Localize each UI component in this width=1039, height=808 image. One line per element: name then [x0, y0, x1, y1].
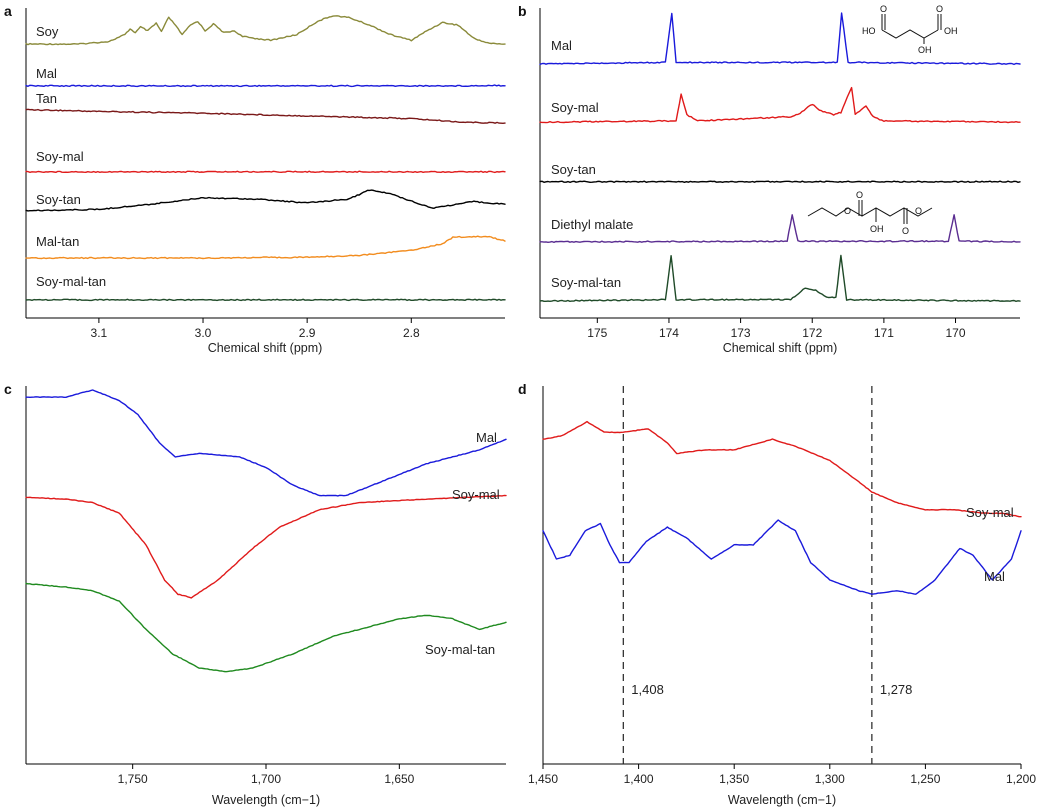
panel-b-tick-label: 174	[659, 326, 679, 340]
malic-acid-o-left: O	[880, 4, 887, 14]
panel-b-label-soy-tan: Soy-tan	[551, 162, 596, 177]
panel-d-traces	[542, 420, 1022, 595]
diethyl-malate-oh-bottom: OH	[870, 224, 884, 234]
panel-b-trace-diethyl-malate	[539, 214, 1021, 243]
panel-c-label-soy-mal: Soy-mal	[452, 487, 500, 502]
panel-d-label-mal: Mal	[984, 569, 1005, 584]
panel-a-label-mal-tan: Mal-tan	[36, 234, 79, 249]
panel-d-trace-mal	[542, 519, 1022, 595]
panel-c-tick-label: 1,650	[384, 772, 414, 786]
diethyl-malate-backbone	[807, 207, 933, 217]
panel-c-label-soy-mal-tan: Soy-mal-tan	[425, 642, 495, 657]
panel-a-trace-soy-tan	[25, 189, 506, 212]
panel-c-trace-soy-mal	[25, 494, 507, 599]
panel-a-label-mal: Mal	[36, 66, 57, 81]
panel-a-label-soy-mal-tan: Soy-mal-tan	[36, 274, 106, 289]
panel-c-tick-label: 1,700	[251, 772, 281, 786]
panel-b-tick-label: 170	[946, 326, 966, 340]
panel-a-trace-soy-mal-tan	[25, 298, 506, 302]
panel-a-label-soy: Soy	[36, 24, 59, 39]
panel-a-letter: a	[4, 3, 12, 19]
panel-b-tick-label: 171	[874, 326, 894, 340]
panel-d-tick-label: 1,250	[910, 772, 940, 786]
panel-b-traces	[539, 12, 1021, 303]
panel-d-letter: d	[518, 381, 527, 397]
panel-b-label-soy-mal: Soy-mal	[551, 100, 599, 115]
diethyl-malate-o-ester-right: O	[915, 206, 922, 216]
panel-b: b 175 174 173 172 171 170 Mal Soy-mal Soy-tan…	[518, 3, 1021, 355]
panel-d-x-axis-title: Wavelength (cm−1)	[728, 793, 836, 807]
panel-b-trace-soy-tan	[539, 180, 1021, 183]
panel-b-label-mal: Mal	[551, 38, 572, 53]
panel-d: d 1,450 1,400 1,350 1,300 1,250 1,200 1,408 1,…	[518, 381, 1036, 807]
malic-acid-oh-bottom: OH	[918, 45, 932, 55]
panel-c-label-mal: Mal	[476, 430, 497, 445]
panel-d-tick-label: 1,450	[528, 772, 558, 786]
panel-a-trace-soy-mal	[25, 170, 506, 174]
panel-d-reference-lines: 1,408 1,278	[622, 386, 913, 764]
panel-b-label-soy-mal-tan: Soy-mal-tan	[551, 275, 621, 290]
panel-a-trace-tan	[25, 108, 506, 124]
malic-acid-oh-right: OH	[944, 26, 958, 36]
panel-b-x-axis-title: Chemical shift (ppm)	[723, 341, 838, 355]
panel-d-tick-label: 1,350	[719, 772, 749, 786]
panel-c-ticks: 1,750 1,700 1,650	[118, 764, 415, 786]
panel-a-label-soy-mal: Soy-mal	[36, 149, 84, 164]
panel-a-ticks: 3.1 3.0 2.9 2.8	[91, 318, 420, 340]
panel-d-reference-label: 1,408	[631, 682, 664, 697]
panel-c-trace-soy-mal-tan	[25, 582, 507, 673]
panel-d-reference-label: 1,278	[880, 682, 913, 697]
panel-c: c 1,750 1,700 1,650 Mal Soy-mal Soy-mal-ta…	[4, 381, 507, 807]
panel-d-label-soy-mal: Soy-mal	[966, 505, 1014, 520]
panel-d-ticks: 1,450 1,400 1,350 1,300 1,250 1,200	[528, 764, 1036, 786]
panel-a-traces	[25, 15, 506, 302]
malic-acid-structure: O O HO OH OH	[862, 4, 958, 55]
diethyl-malate-o-ester-left: O	[844, 206, 851, 216]
panel-a-label-tan: Tan	[36, 91, 57, 106]
panel-c-traces	[25, 389, 507, 673]
panel-b-letter: b	[518, 3, 527, 19]
panel-a-x-axis-title: Chemical shift (ppm)	[208, 341, 323, 355]
panel-d-tick-label: 1,400	[624, 772, 654, 786]
panel-a-trace-soy	[25, 15, 506, 46]
panel-a-trace-mal	[25, 84, 506, 88]
panel-a-tick-label: 3.1	[91, 326, 108, 340]
diethyl-malate-o-top-left: O	[856, 190, 863, 200]
panel-b-label-diethyl-malate: Diethyl malate	[551, 217, 633, 232]
panel-b-trace-mal	[539, 12, 1021, 66]
panel-a-label-soy-tan: Soy-tan	[36, 192, 81, 207]
diethyl-malate-o-top-right: O	[902, 226, 909, 236]
panel-c-x-axis-title: Wavelength (cm−1)	[212, 793, 320, 807]
panel-c-tick-label: 1,750	[118, 772, 148, 786]
panel-d-tick-label: 1,200	[1006, 772, 1036, 786]
panel-b-tick-label: 175	[587, 326, 607, 340]
panel-b-trace-soy-mal	[539, 86, 1021, 124]
panel-a-trace-mal-tan	[25, 235, 506, 260]
panel-a: a 3.1 3.0 2.9 2.8 Soy Mal Tan Soy-mal Soy-t…	[4, 3, 506, 355]
panel-c-trace-mal	[25, 389, 507, 497]
malic-acid-o-right: O	[936, 4, 943, 14]
malic-acid-ho-left: HO	[862, 26, 876, 36]
diethyl-malate-structure: O O OH O O	[807, 190, 933, 236]
panel-b-trace-soy-mal-tan	[539, 254, 1021, 303]
panel-c-letter: c	[4, 381, 12, 397]
panel-b-tick-label: 173	[731, 326, 751, 340]
panel-b-ticks: 175 174 173 172 171 170	[587, 318, 966, 340]
panel-d-tick-label: 1,300	[815, 772, 845, 786]
panel-a-tick-label: 3.0	[195, 326, 212, 340]
panel-a-tick-label: 2.9	[299, 326, 316, 340]
malic-acid-backbone	[881, 29, 939, 39]
panel-a-tick-label: 2.8	[403, 326, 420, 340]
panel-b-tick-label: 172	[802, 326, 822, 340]
panel-d-trace-soy-mal	[542, 420, 1022, 518]
